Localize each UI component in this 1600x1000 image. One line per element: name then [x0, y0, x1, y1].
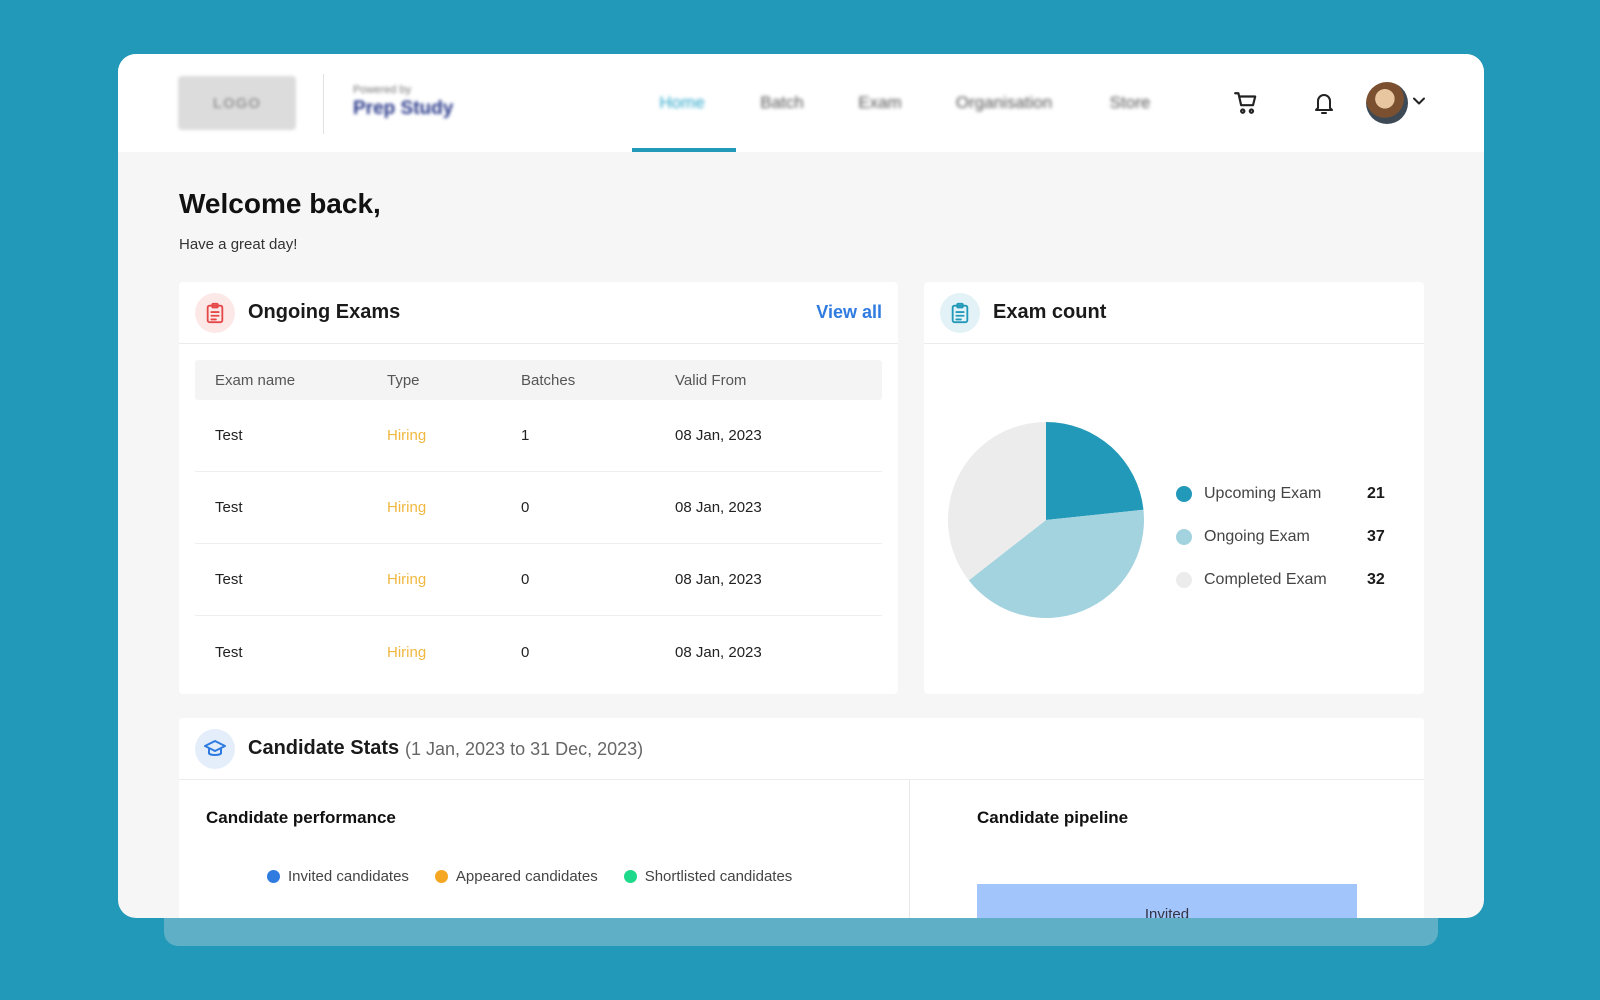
exam-name-cell: Test [215, 571, 243, 588]
legend-dot [1176, 571, 1192, 588]
pie-slice-completed[interactable] [948, 422, 1046, 581]
legend-item-completed: Completed Exam 32 [1176, 558, 1416, 601]
candidate-performance-title: Candidate performance [206, 808, 396, 827]
candidate-stats-title: Candidate Stats [248, 737, 400, 759]
brand-name: Prep Study [353, 98, 454, 119]
app-window: LOGO Powered by Prep Study Home Batch Ex… [118, 54, 1484, 918]
legend-value: 37 [1367, 527, 1385, 545]
table-row[interactable]: Test Hiring 1 08 Jan, 2023 [195, 400, 882, 472]
legend-label: Invited candidates [288, 868, 409, 885]
legend-dot [623, 870, 637, 883]
exam-count-title: Exam count [993, 301, 1107, 323]
batches-cell: 0 [521, 499, 530, 516]
logo[interactable]: LOGO [178, 76, 296, 130]
legend-label: Ongoing Exam [1204, 527, 1310, 545]
exam-name-cell: Test [215, 643, 243, 661]
cart-button[interactable] [1230, 87, 1262, 119]
table-header: Exam name Type Batches Valid From [195, 360, 882, 400]
legend-label: Upcoming Exam [1204, 484, 1322, 502]
logo-divider [323, 74, 324, 134]
legend-dot [1176, 528, 1192, 545]
active-nav-indicator [632, 148, 736, 152]
logo-text: LOGO [212, 94, 262, 112]
top-navbar: LOGO Powered by Prep Study Home Batch Ex… [118, 54, 1484, 152]
chevron-down-icon[interactable] [1412, 94, 1426, 113]
legend-value: 32 [1367, 570, 1385, 588]
table-row[interactable]: Test Hiring 0 08 Jan, 2023 [195, 616, 882, 688]
notifications-button[interactable] [1308, 87, 1340, 119]
exam-type-cell: Hiring [387, 571, 427, 588]
pie-slice-upcoming[interactable] [1046, 422, 1144, 520]
legend-dot [434, 870, 448, 883]
nav-batch[interactable]: Batch [760, 93, 804, 112]
column-header-batches: Batches [521, 371, 576, 389]
page-subtitle: Have a great day! [179, 236, 298, 253]
legend-label: Completed Exam [1204, 570, 1327, 588]
powered-by-label: Powered by [353, 84, 412, 96]
bell-icon [1315, 94, 1333, 114]
legend-label: Appeared candidates [455, 868, 598, 885]
legend-label: Shortlisted candidates [644, 868, 793, 885]
table-row[interactable]: Test Hiring 0 08 Jan, 2023 [195, 544, 882, 616]
pie-slice-ongoing[interactable] [968, 509, 1144, 618]
view-all-link[interactable]: View all [816, 302, 882, 322]
pipeline-stage-bar[interactable]: Invited [977, 884, 1357, 918]
exam-count-pie-chart [948, 422, 1144, 618]
exam-count-legend: Upcoming Exam 21 Ongoing Exam 37 Complet… [1176, 472, 1416, 601]
candidate-stats-header: Candidate Stats (1 Jan, 2023 to 31 Dec, … [179, 718, 1424, 780]
ongoing-exams-title: Ongoing Exams [248, 301, 401, 323]
valid-from-cell: 08 Jan, 2023 [675, 571, 762, 588]
avatar[interactable] [1366, 82, 1408, 124]
pipeline-stage-label: Invited [1144, 906, 1190, 918]
clipboard-icon [940, 293, 980, 333]
ongoing-exams-header: Ongoing Exams View all [179, 282, 898, 344]
valid-from-cell: 08 Jan, 2023 [675, 427, 762, 444]
exam-type-cell: Hiring [387, 427, 427, 444]
valid-from-cell: 08 Jan, 2023 [675, 499, 762, 516]
column-header-valid-from: Valid From [675, 371, 747, 389]
performance-legend: Invited candidates Appeared candidates S… [267, 868, 818, 885]
exam-name-cell: Test [215, 427, 243, 444]
column-header-type: Type [387, 371, 420, 389]
nav-exam[interactable]: Exam [858, 93, 902, 112]
clipboard-icon [195, 293, 235, 333]
date-range[interactable]: (1 Jan, 2023 to 31 Dec, 2023) [405, 739, 644, 759]
batches-cell: 0 [521, 571, 530, 588]
legend-value: 21 [1367, 484, 1385, 502]
graduation-cap-icon [195, 729, 235, 769]
cart-icon [1234, 92, 1257, 114]
nav-organisation[interactable]: Organisation [955, 93, 1053, 112]
batches-cell: 1 [521, 427, 530, 444]
table-row[interactable]: Test Hiring 0 08 Jan, 2023 [195, 472, 882, 544]
ongoing-exams-card: Ongoing Exams View all Exam name Type Ba… [179, 282, 898, 694]
section-divider [909, 780, 910, 918]
exam-type-cell: Hiring [387, 643, 427, 661]
candidate-stats-card: Candidate Stats (1 Jan, 2023 to 31 Dec, … [179, 718, 1424, 918]
page-title: Welcome back, [179, 188, 381, 219]
legend-item-upcoming: Upcoming Exam 21 [1176, 472, 1416, 515]
batches-cell: 0 [521, 643, 530, 661]
powered-by: Powered by Prep Study [353, 84, 453, 120]
main-nav: Home Batch Exam Organisation Store [630, 54, 1182, 152]
legend-item-shortlisted: Shortlisted candidates [623, 868, 793, 885]
legend-item-invited: Invited candidates [267, 868, 409, 885]
exam-type-cell: Hiring [387, 499, 427, 516]
valid-from-cell: 08 Jan, 2023 [675, 643, 762, 661]
ongoing-exams-table: Exam name Type Batches Valid From Test H… [195, 360, 882, 688]
column-header-exam-name: Exam name [215, 371, 296, 389]
legend-item-appeared: Appeared candidates [434, 868, 598, 885]
exam-name-cell: Test [215, 499, 243, 516]
legend-item-ongoing: Ongoing Exam 37 [1176, 515, 1416, 558]
nav-store[interactable]: Store [1109, 93, 1151, 112]
legend-dot [267, 870, 280, 883]
nav-home[interactable]: Home [659, 93, 705, 112]
candidate-pipeline-title: Candidate pipeline [977, 808, 1129, 827]
legend-dot [1176, 485, 1192, 502]
exam-count-header: Exam count [924, 282, 1424, 344]
exam-count-card: Exam count Upcoming Exam 21 Ongoing Exam… [924, 282, 1424, 694]
